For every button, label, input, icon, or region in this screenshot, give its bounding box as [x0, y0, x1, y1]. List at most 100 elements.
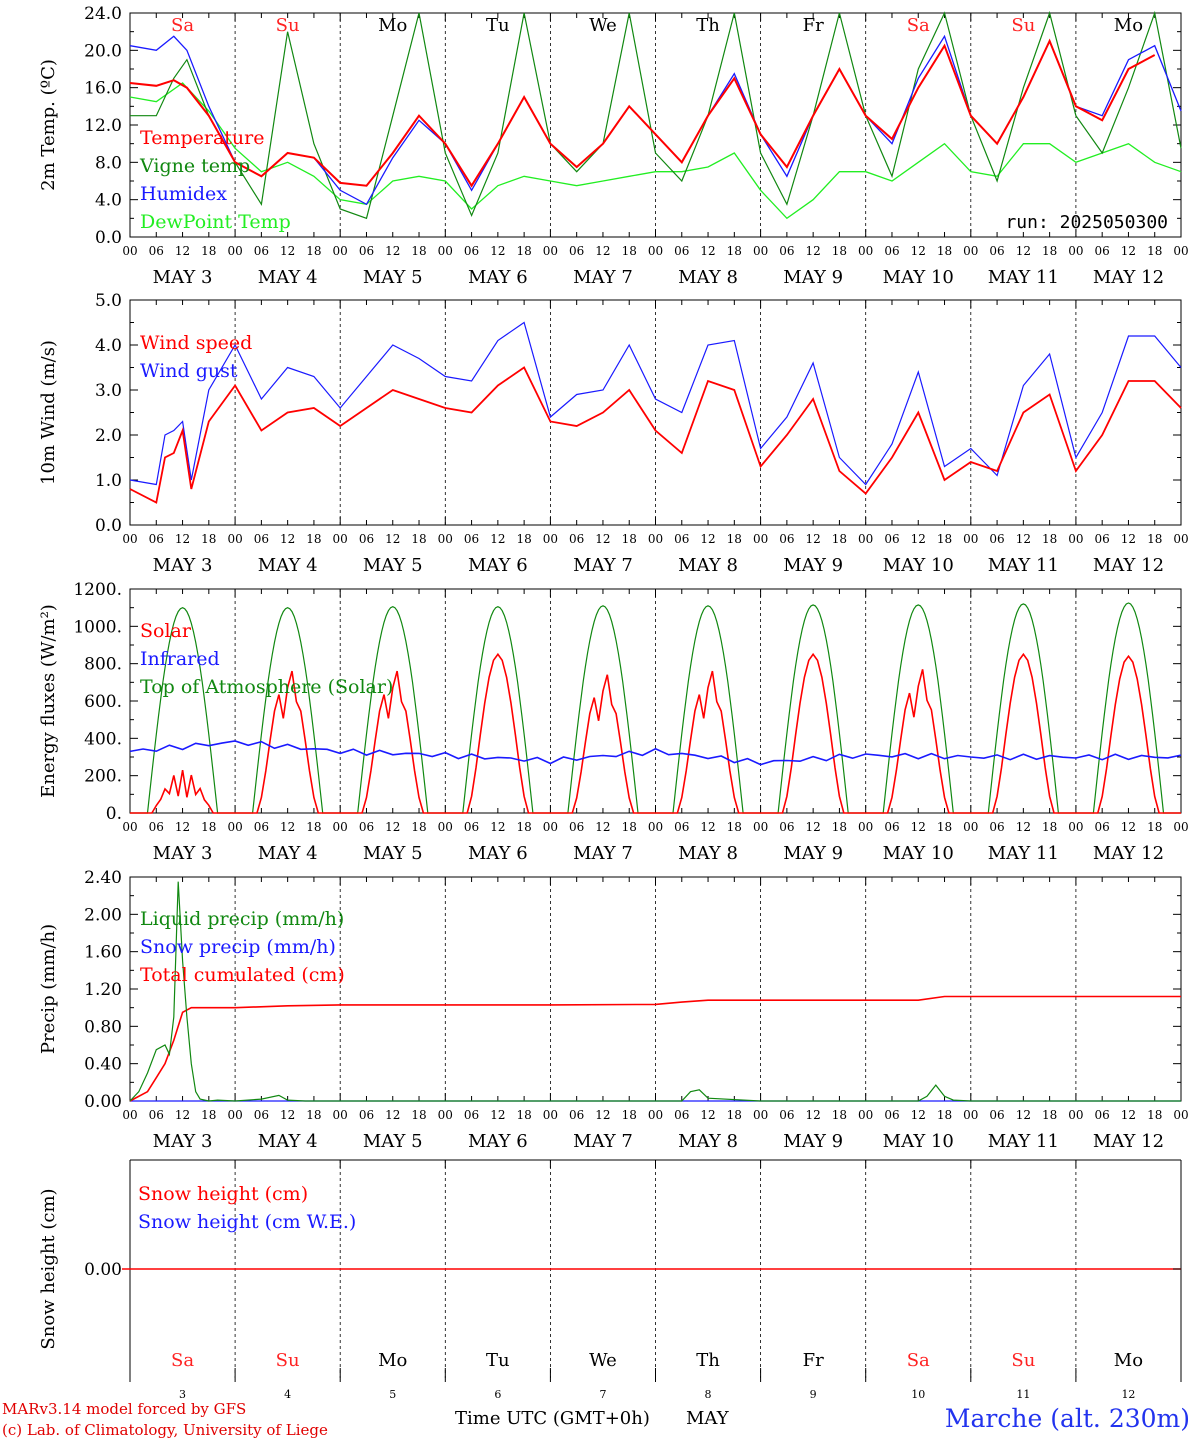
- x-tick-label: 12: [1016, 820, 1031, 834]
- series-toa-day: [970, 603, 1076, 814]
- x-tick-label: 00: [1068, 820, 1083, 834]
- day-label: MAY 8: [678, 1131, 738, 1152]
- day-label: MAY 9: [783, 555, 843, 576]
- series-temperature: [129, 38, 1156, 188]
- weekday-label: Fr: [803, 15, 824, 36]
- x-tick-label: 12: [911, 820, 926, 834]
- x-tick-label: 18: [411, 532, 426, 546]
- x-tick-label: 18: [1042, 532, 1057, 546]
- day-label: MAY 7: [573, 1131, 633, 1152]
- day-label: MAY 9: [783, 843, 843, 864]
- x-tick-label: 06: [674, 1108, 689, 1122]
- x-tick-label: 00: [648, 244, 663, 258]
- x-tick-label: 18: [937, 1108, 952, 1122]
- weekday-label: Su: [1011, 1350, 1035, 1371]
- series-solar-day: [130, 769, 236, 814]
- x-tick-label: 18: [622, 244, 637, 258]
- x-tick-label: 12: [385, 532, 400, 546]
- x-tick-label: 12: [1121, 1108, 1136, 1122]
- x-tick-label: 12: [280, 532, 295, 546]
- x-tick-label: 00: [227, 532, 242, 546]
- day-label: MAY 6: [468, 267, 528, 288]
- x-tick-label: 00: [122, 244, 137, 258]
- x-tick-label: 06: [884, 244, 899, 258]
- x-tick-label: 06: [149, 820, 164, 834]
- x-tick-label: 18: [1147, 820, 1162, 834]
- legend-item: Total cumulated (cm): [140, 964, 345, 986]
- x-tick-label: 06: [1095, 1108, 1110, 1122]
- legend-item: Top of Atmosphere (Solar): [140, 676, 393, 698]
- x-tick-label: 06: [254, 532, 269, 546]
- y-axis-label: Snow height (cm): [38, 1188, 59, 1349]
- x-tick-label: 12: [490, 820, 505, 834]
- day-number: 4: [284, 1388, 291, 1401]
- weekday-label: Mo: [378, 15, 407, 36]
- x-tick-label: 00: [753, 532, 768, 546]
- y-tick-label: 2.0: [95, 426, 122, 446]
- footer-line2: (c) Lab. of Climatology, University of L…: [2, 1421, 328, 1439]
- x-tick-label: 12: [1016, 244, 1031, 258]
- y-tick-label: 0.0: [95, 516, 122, 536]
- x-tick-label: 00: [333, 1108, 348, 1122]
- x-tick-label: 00: [543, 1108, 558, 1122]
- y-tick-label: 1200.: [73, 580, 122, 600]
- day-label: MAY 5: [363, 1131, 423, 1152]
- x-tick-label: 00: [543, 820, 558, 834]
- day-label: MAY 5: [363, 267, 423, 288]
- x-tick-label: 06: [359, 820, 374, 834]
- series-infrared: [129, 740, 1182, 766]
- x-tick-label: 00: [1068, 244, 1083, 258]
- x-tick-label: 06: [569, 532, 584, 546]
- x-tick-label: 00: [122, 1108, 137, 1122]
- x-tick-label: 12: [280, 1108, 295, 1122]
- x-tick-label: 12: [806, 820, 821, 834]
- x-tick-label: 12: [385, 244, 400, 258]
- footer-line1: MARv3.14 model forced by GFS: [2, 1400, 246, 1418]
- series-toa-day: [340, 606, 446, 814]
- x-tick-label: 12: [806, 532, 821, 546]
- y-axis-label: Energy fluxes (W/m²): [38, 604, 59, 798]
- x-tick-label: 18: [832, 820, 847, 834]
- x-tick-label: 18: [937, 532, 952, 546]
- weekday-label: Sa: [171, 15, 194, 36]
- weekday-label: Mo: [1114, 15, 1143, 36]
- y-tick-label: 24.0: [84, 4, 122, 24]
- y-tick-label: 20.0: [84, 41, 122, 61]
- series-total-cumulated-cm-: [129, 995, 1181, 1102]
- day-label: MAY 10: [883, 843, 954, 864]
- x-tick-label: 12: [700, 1108, 715, 1122]
- x-tick-label: 18: [516, 1108, 531, 1122]
- y-tick-label: 0.00: [84, 1092, 122, 1112]
- series-toa-day: [760, 604, 866, 814]
- x-tick-label: 18: [516, 532, 531, 546]
- legend-item: Temperature: [140, 127, 264, 149]
- day-number: 3: [179, 1388, 186, 1401]
- series-solar-day: [235, 670, 341, 814]
- x-tick-label: 18: [937, 820, 952, 834]
- x-tick-label: 18: [1147, 1108, 1162, 1122]
- weekday-label: We: [589, 15, 617, 36]
- y-tick-label: 0.80: [84, 1017, 122, 1037]
- x-tick-label: 18: [727, 1108, 742, 1122]
- x-tick-label: 18: [201, 1108, 216, 1122]
- x-tick-label: 06: [569, 244, 584, 258]
- x-tick-label: 06: [254, 820, 269, 834]
- x-tick-label: 00: [438, 1108, 453, 1122]
- x-tick-label: 12: [806, 244, 821, 258]
- x-tick-label: 00: [122, 532, 137, 546]
- y-tick-label: 2.40: [84, 868, 122, 888]
- series-toa-day: [655, 605, 761, 814]
- series-solar-day: [655, 670, 761, 814]
- x-tick-label: 12: [1121, 244, 1136, 258]
- x-tick-label: 06: [779, 532, 794, 546]
- legend-item: Vigne temp: [139, 155, 250, 177]
- x-tick-label: 06: [1095, 244, 1110, 258]
- weekday-label: Sa: [171, 1350, 194, 1371]
- y-tick-label: 400.: [84, 729, 122, 749]
- x-tick-label: 06: [464, 820, 479, 834]
- series-wind-speed: [129, 366, 1182, 504]
- day-label: MAY 3: [153, 267, 213, 288]
- day-label: MAY 12: [1093, 843, 1164, 864]
- legend-item: Snow height (cm W.E.): [138, 1211, 356, 1233]
- x-tick-label: 06: [884, 1108, 899, 1122]
